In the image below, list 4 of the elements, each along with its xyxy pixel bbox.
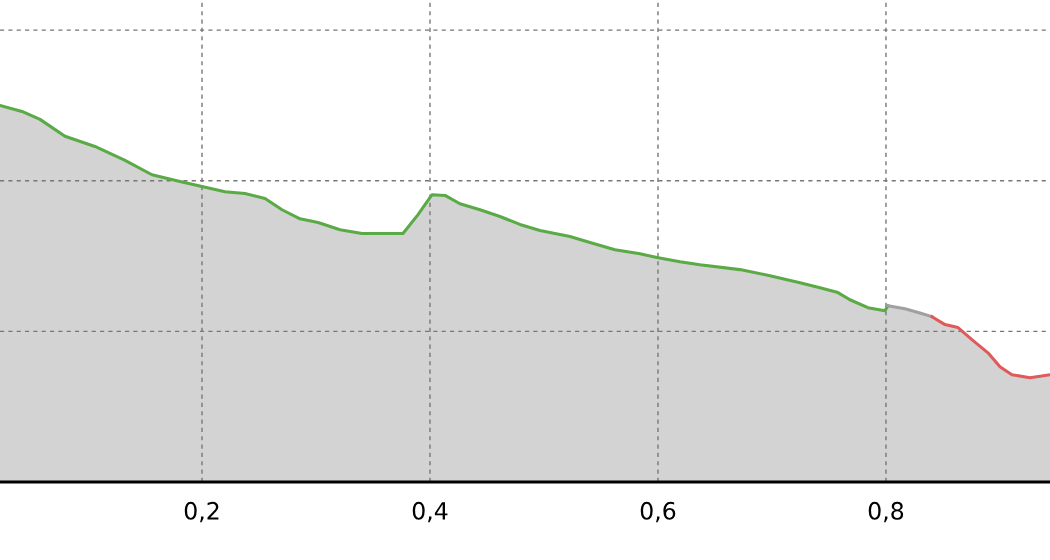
x-tick-label: 0,8 [868,501,904,523]
x-tick-label: 0,6 [640,501,676,523]
x-tick-label: 0,4 [412,501,448,523]
x-tick-label: 0,2 [184,501,219,523]
